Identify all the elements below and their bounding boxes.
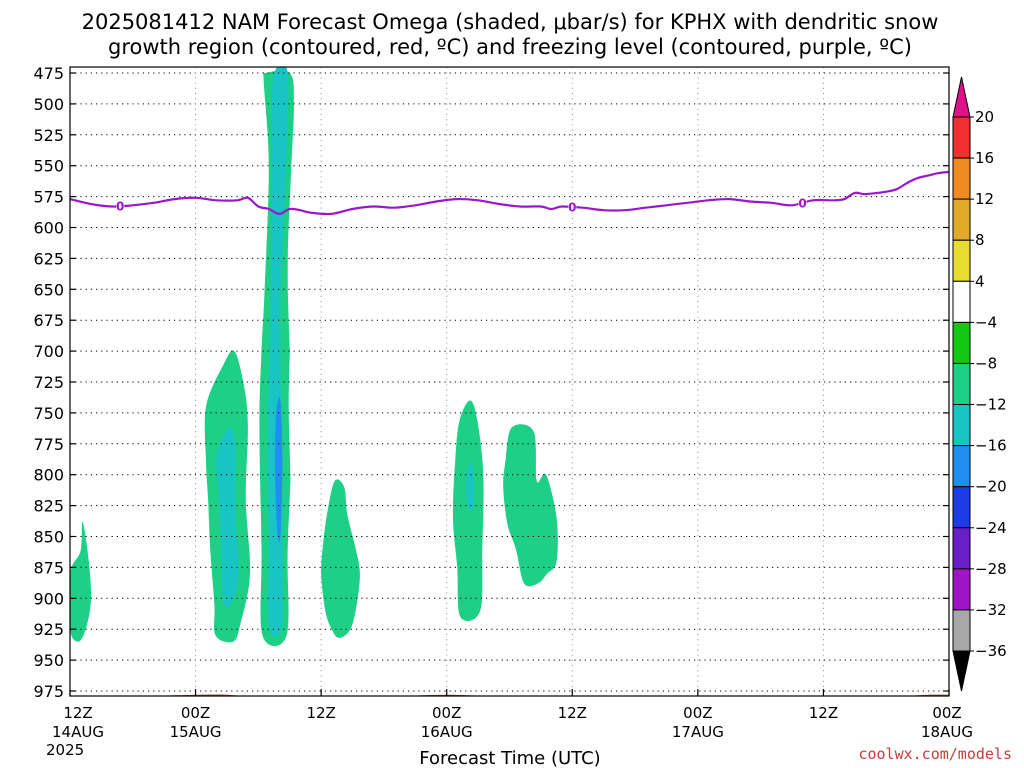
colorbar-band	[952, 527, 971, 570]
colorbar: 20 16 12 8 4 −4 −8 −12 −16 −20 −24 −28 −32 −36	[952, 76, 1007, 692]
x-tick-label: 00Z	[432, 704, 461, 722]
chart-title-line1: 2025081412 NAM Forecast Omega (shaded, μ…	[82, 10, 939, 34]
y-tick-label: 700	[33, 342, 64, 361]
colorbar-label: −28	[975, 560, 1007, 578]
y-tick-label: 725	[33, 373, 64, 392]
y-tick-label: 575	[33, 188, 64, 207]
y-tick-label: 650	[33, 280, 64, 299]
x-tick-label: 12Z	[306, 704, 335, 722]
colorbar-label: −20	[975, 478, 1007, 496]
colorbar-label: −8	[975, 354, 997, 372]
y-tick-label: 875	[33, 558, 64, 577]
y-tick-label: 475	[33, 64, 64, 83]
colorbar-label: −32	[975, 601, 1007, 619]
colorbar-label: 4	[975, 272, 985, 290]
y-axis: 475 500 525 550 575 600 625 650 675 700 725 750 775 8…	[33, 64, 949, 701]
freezing-level-layer: 0 0 0	[70, 170, 949, 216]
freezing-level-line	[70, 170, 949, 216]
y-tick-label: 775	[33, 435, 64, 454]
x-tick-label: 00Z	[683, 704, 712, 722]
colorbar-label: −16	[975, 437, 1007, 455]
y-tick-label: 525	[33, 126, 64, 145]
omega-region	[903, 365, 947, 590]
colorbar-band	[952, 445, 971, 488]
credit-text: coolwx.com/models	[858, 745, 1012, 763]
y-tick-label: 975	[33, 682, 64, 701]
freezing-level-contour-label: 0	[116, 199, 124, 213]
omega-region	[465, 461, 474, 512]
y-tick-label: 675	[33, 311, 64, 330]
colorbar-label: 16	[975, 149, 994, 167]
colorbar-label: 20	[975, 108, 994, 126]
colorbar-label: −36	[975, 642, 1007, 660]
y-tick-label: 800	[33, 466, 64, 485]
colorbar-band	[952, 609, 971, 652]
y-tick-label: 500	[33, 95, 64, 114]
omega-region	[699, 330, 727, 452]
colorbar-band	[952, 280, 971, 323]
plot-area	[70, 67, 949, 696]
omega-region	[503, 424, 558, 587]
omega-region	[267, 67, 289, 637]
y-tick-label: 600	[33, 219, 64, 238]
y-tick-label: 750	[33, 404, 64, 423]
x-tick-label: 17AUG	[672, 723, 724, 741]
y-tick-label: 825	[33, 497, 64, 516]
freezing-level-contour-label: 0	[798, 196, 806, 210]
colorbar-label: −24	[975, 519, 1007, 537]
omega-region	[215, 427, 239, 608]
x-tick-label: 00Z	[181, 704, 210, 722]
x-tick-label: 00Z	[932, 704, 961, 722]
colorbar-label: −4	[975, 313, 997, 331]
y-tick-label: 850	[33, 528, 64, 547]
colorbar-band	[952, 321, 971, 364]
contour-label-background	[568, 200, 577, 214]
colorbar-band	[952, 239, 971, 282]
y-tick-label: 550	[33, 157, 64, 176]
x-tick-label: 18AUG	[921, 723, 973, 741]
colorbar-label: −12	[975, 396, 1007, 414]
omega-region	[275, 397, 283, 543]
chart-title-line2: growth region (contoured, red, ºC) and f…	[108, 35, 912, 59]
colorbar-band	[952, 486, 971, 529]
colorbar-bottom-arrow	[952, 650, 971, 692]
colorbar-band	[952, 198, 971, 241]
freezing-level-contour-label: 0	[568, 201, 576, 215]
omega-region	[452, 400, 484, 622]
x-axis-title: Forecast Time (UTC)	[419, 748, 600, 768]
colorbar-band	[952, 157, 971, 200]
x-tick-label: 16AUG	[421, 723, 473, 741]
colorbar-band	[952, 404, 971, 447]
x-tick-label: 12Z	[558, 704, 587, 722]
omega-region	[70, 521, 92, 642]
colorbar-band	[952, 568, 971, 611]
x-tick-label: 15AUG	[170, 723, 222, 741]
colorbar-top-arrow	[952, 76, 971, 118]
omega-shaded-regions	[70, 67, 947, 647]
contour-label-background	[116, 198, 125, 212]
y-tick-label: 950	[33, 651, 64, 670]
omega-region	[288, 318, 299, 620]
colorbar-band	[952, 362, 971, 406]
x-tick-label: 2025	[46, 741, 84, 759]
x-tick-label: 12Z	[809, 704, 838, 722]
y-tick-label: 900	[33, 589, 64, 608]
colorbar-band	[952, 116, 971, 159]
omega-region	[471, 323, 479, 392]
colorbar-label: 12	[975, 190, 994, 208]
x-tick-label: 12Z	[63, 704, 92, 722]
y-tick-label: 925	[33, 620, 64, 639]
y-tick-label: 625	[33, 249, 64, 268]
x-tick-label: 14AUG	[52, 723, 104, 741]
colorbar-label: 8	[975, 231, 985, 249]
contour-label-background	[798, 195, 807, 209]
